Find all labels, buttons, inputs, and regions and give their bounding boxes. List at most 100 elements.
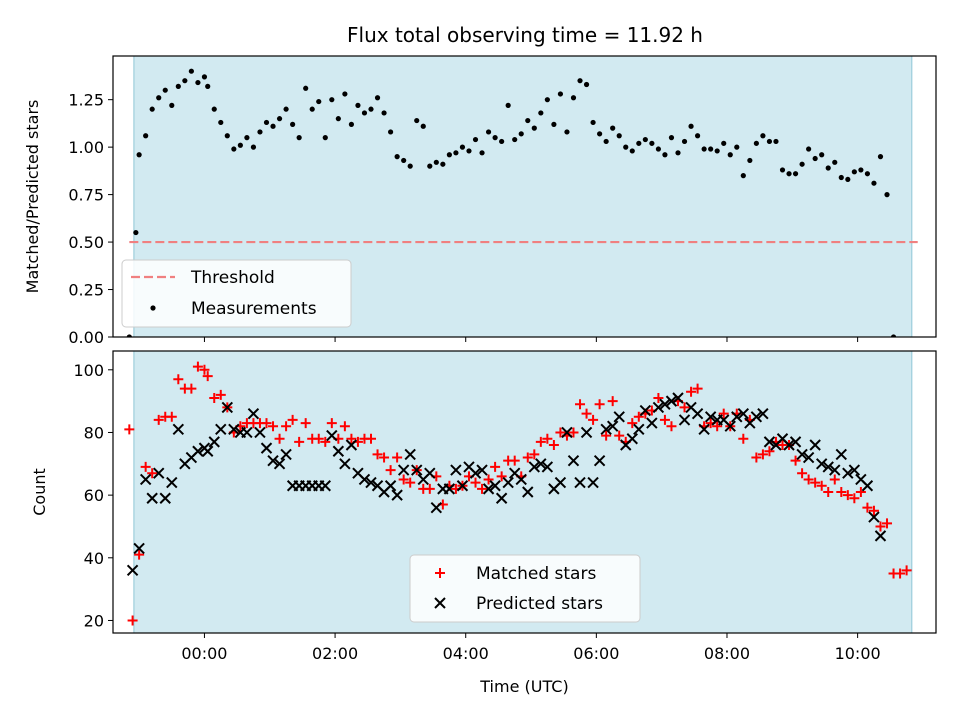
measurement-point: [688, 123, 694, 129]
predicted-point: [280, 448, 292, 461]
predicted-point: [574, 476, 586, 489]
matched-point: [601, 430, 612, 441]
legend-box: [121, 259, 352, 328]
plot-area: [124, 361, 912, 626]
measurement-point: [799, 161, 805, 167]
predicted-point: [737, 407, 750, 420]
measurement-point: [368, 106, 374, 112]
matched-point: [379, 452, 390, 463]
measurement-point: [201, 74, 208, 80]
legend-predicted-swatch: [434, 597, 446, 609]
measurement-point: [884, 192, 890, 198]
measurement-point: [531, 125, 537, 131]
matched-point: [627, 418, 638, 429]
axes-frame: [112, 55, 937, 338]
matched-point: [575, 399, 586, 410]
measurement-point: [244, 135, 250, 141]
matched-point: [274, 433, 285, 444]
measurement-point: [316, 98, 322, 105]
predicted-point: [528, 461, 541, 473]
matched-point: [470, 477, 481, 488]
y-tick-label: 0.00: [68, 328, 104, 347]
measurement-point: [290, 121, 296, 127]
measurement-point: [747, 157, 753, 164]
measurement-point: [570, 95, 577, 101]
matched-point: [392, 452, 403, 463]
series-measurements: [126, 68, 897, 337]
matched-point: [875, 521, 886, 532]
matched-point: [153, 414, 164, 425]
measurement-point: [538, 110, 544, 116]
predicted-point: [391, 489, 403, 501]
predicted-point: [404, 448, 416, 461]
matched-point: [810, 477, 821, 488]
measurement-point: [603, 138, 609, 145]
measurement-point: [499, 138, 505, 145]
measurement-point: [126, 334, 132, 337]
measurement-point: [649, 140, 655, 146]
measurement-point: [237, 142, 243, 148]
predicted-point: [861, 480, 874, 492]
measurement-point: [557, 91, 564, 97]
matched-point: [829, 474, 840, 485]
predicted-point: [146, 492, 158, 504]
matched-point: [209, 393, 220, 403]
predicted-point: [750, 411, 763, 423]
predicted-point: [450, 464, 462, 476]
measurement-point: [250, 144, 257, 150]
matched-point: [542, 433, 553, 444]
matched-point: [147, 468, 158, 479]
matched-point: [712, 421, 723, 432]
measurement-point: [188, 68, 194, 74]
predicted-point: [139, 473, 152, 486]
predicted-point: [606, 420, 619, 432]
measurement-point: [283, 106, 289, 112]
measurement-point: [169, 102, 175, 108]
predicted-point: [874, 530, 887, 542]
measurement-point: [597, 131, 603, 137]
predicted-point: [326, 429, 338, 442]
y-tick-label: 80: [84, 423, 104, 442]
predicted-point: [580, 426, 593, 439]
measurement-point: [387, 129, 394, 135]
measurement-point: [263, 119, 270, 126]
matched-point: [797, 468, 808, 479]
matched-point: [124, 424, 135, 435]
measurement-point: [420, 123, 426, 129]
measurement-point: [335, 116, 341, 122]
measurement-point: [466, 148, 472, 154]
measurement-point: [740, 173, 746, 179]
predicted-point: [228, 423, 240, 436]
predicted-point: [842, 467, 854, 479]
axes-frame: [112, 350, 937, 634]
measurement-point: [629, 148, 635, 154]
measurement-point: [610, 125, 616, 131]
predicted-point: [339, 458, 351, 470]
matched-point: [192, 361, 203, 372]
plot-area: [126, 68, 918, 337]
matched-point: [614, 430, 625, 441]
predicted-point: [192, 445, 204, 457]
measurement-point: [753, 140, 759, 146]
predicted-point: [593, 454, 606, 467]
measurement-point: [773, 138, 779, 145]
matched-point: [901, 565, 912, 576]
predicted-point: [652, 401, 665, 414]
matched-point: [202, 371, 213, 382]
measurement-point: [136, 152, 142, 158]
measurement-point: [394, 154, 400, 160]
measurement-point: [877, 154, 884, 160]
matched-point: [294, 436, 305, 447]
x-tick-label: 02:00: [312, 644, 358, 663]
measurement-point: [182, 78, 188, 84]
top-panel: 0.00 0.25 0.50 0.75 1.00 1.25 Matched/Predicte…: [23, 55, 937, 347]
matched-point: [568, 427, 579, 438]
measurement-point: [675, 150, 681, 156]
predicted-point: [587, 476, 599, 489]
measurement-point: [825, 165, 831, 171]
measurement-point: [143, 133, 149, 139]
predicted-point: [613, 411, 625, 423]
predicted-point: [567, 454, 580, 467]
matched-point: [751, 452, 762, 463]
measurement-point: [205, 83, 211, 89]
